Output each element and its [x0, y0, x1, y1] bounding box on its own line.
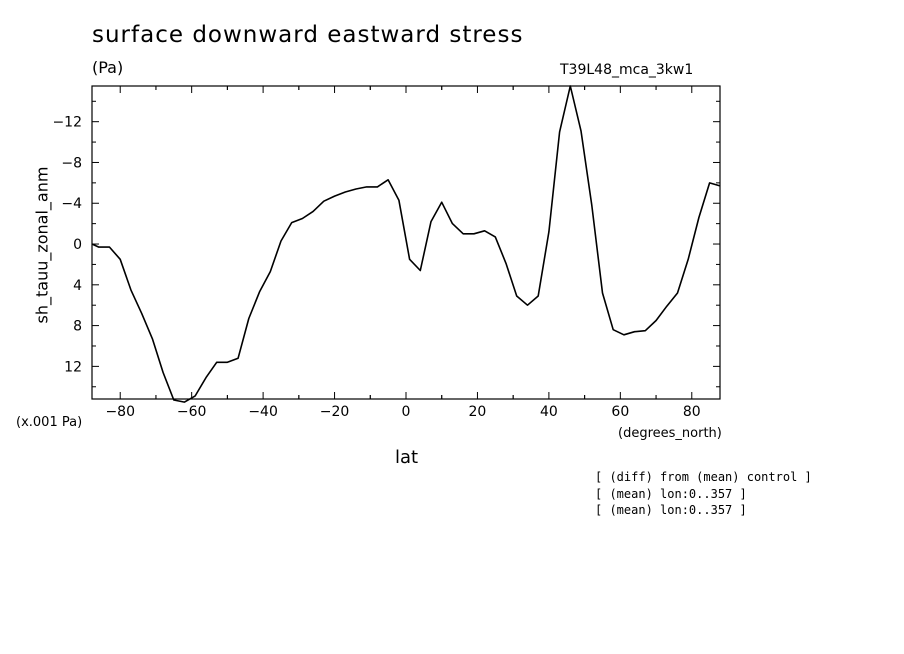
axis-ticks: [92, 86, 720, 399]
note-line-1: [ (diff) from (mean) control ]: [595, 470, 812, 484]
y-tick-label: −4: [61, 196, 82, 212]
y-tick-label: 4: [73, 278, 82, 294]
note-line-3: [ (mean) lon:0..357 ]: [595, 503, 747, 517]
series-group: [91, 85, 721, 403]
x-tick-label: −60: [177, 404, 207, 420]
x-axis-label: lat: [395, 447, 419, 468]
y-scale-note: (x.001 Pa): [16, 415, 83, 430]
chart-title: surface downward eastward stress: [92, 22, 524, 48]
y-tick-label: 12: [64, 359, 82, 375]
y-tick-label: −8: [61, 155, 82, 171]
units-label: (Pa): [92, 58, 124, 77]
note-line-2: [ (mean) lon:0..357 ]: [595, 487, 747, 501]
x-tick-label: 80: [683, 404, 701, 420]
run-label: T39L48_mca_3kw1: [560, 62, 694, 78]
x-tick-label: −40: [248, 404, 278, 420]
x-units-label: (degrees_north): [618, 426, 722, 441]
y-axis-label: sh_tauu_zonal_anm: [32, 166, 52, 324]
y-tick-label: 8: [73, 319, 82, 335]
series-line: [91, 85, 721, 403]
x-tick-label: 0: [402, 404, 411, 420]
x-tick-label: −20: [320, 404, 350, 420]
y-tick-label: −12: [52, 115, 82, 131]
x-tick-label: −80: [105, 404, 135, 420]
x-tick-label: 20: [469, 404, 487, 420]
y-tick-label: 0: [73, 237, 82, 253]
x-tick-label: 40: [540, 404, 558, 420]
x-tick-label: 60: [611, 404, 629, 420]
